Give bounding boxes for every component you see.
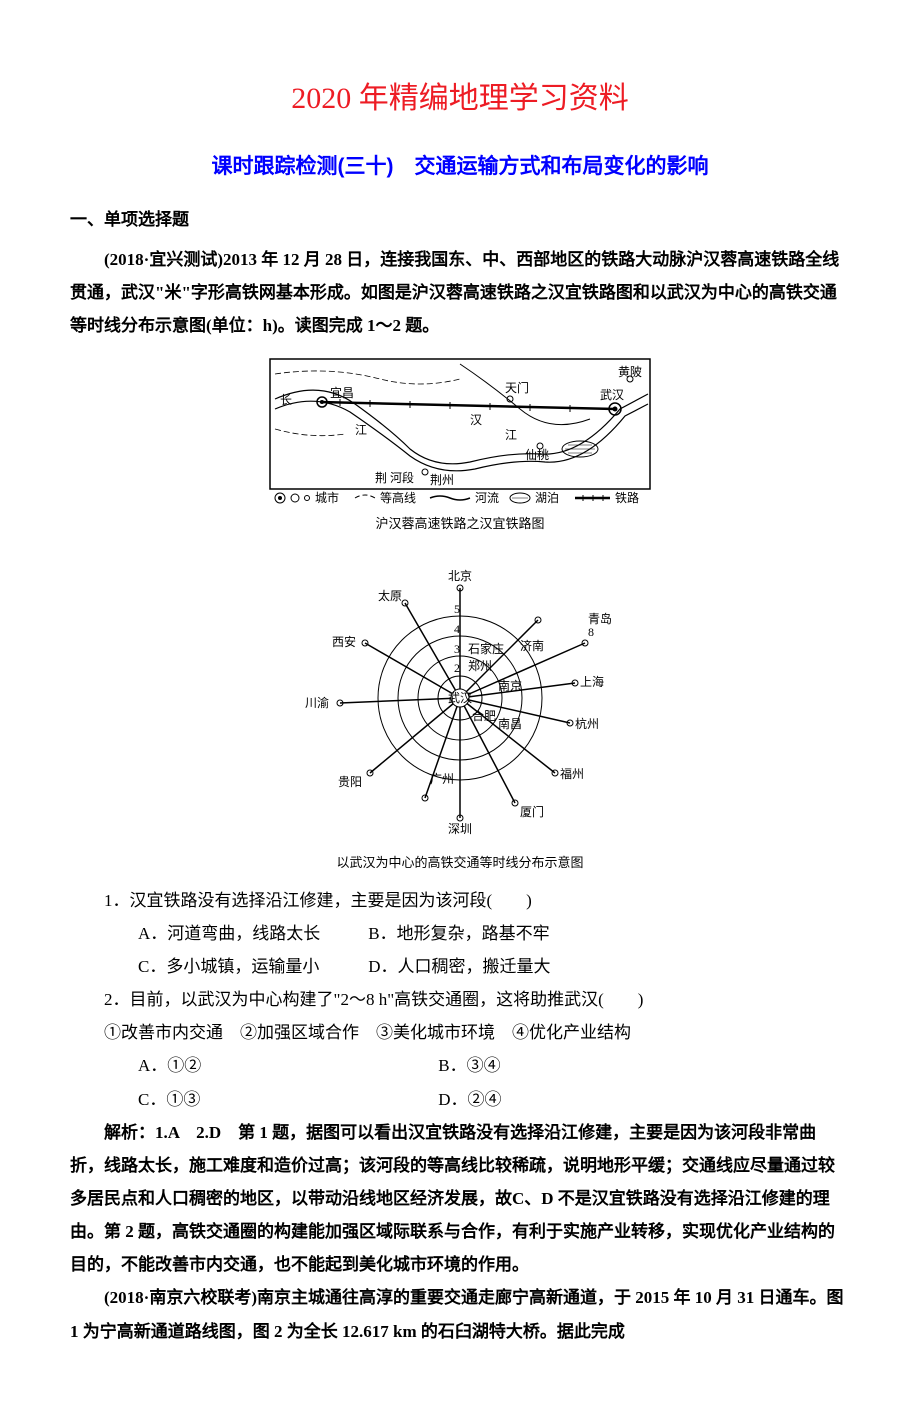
svg-text:3: 3 <box>454 642 460 656</box>
q1-row-ab: A．河道弯曲，线路太长 B．地形复杂，路基不牢 <box>70 917 850 950</box>
q2-row-cd: C．①③ D．②④ <box>70 1083 850 1116</box>
radial-caption: 以武汉为中心的高铁交通等时线分布示意图 <box>70 850 850 875</box>
center-wuhan: 武汉 <box>448 691 472 705</box>
svg-text:西安: 西安 <box>332 634 356 649</box>
ring-5: 5 <box>454 602 460 616</box>
legend-city: 城市 <box>315 490 339 505</box>
q2-opt-a: A．①② <box>104 1049 434 1082</box>
svg-text:4: 4 <box>454 622 460 636</box>
q1-stem: 1．汉宜铁路没有选择沿江修建，主要是因为该河段( ) <box>70 884 850 917</box>
svg-text:广州: 广州 <box>430 772 454 786</box>
explanation-1: 解析：1.A 2.D 第 1 题，据图可以看出汉宜铁路没有选择沿江修建，主要是因… <box>70 1116 850 1282</box>
main-title: 2020 年精编地理学习资料 <box>70 70 850 129</box>
svg-text:2: 2 <box>454 661 460 675</box>
q1-opt-d: D．人口稠密，搬迁量大 <box>368 957 550 976</box>
svg-text:青岛: 青岛 <box>588 611 612 626</box>
svg-text:贵阳: 贵阳 <box>338 775 362 789</box>
label-jingzhou: 荆州 <box>430 473 454 487</box>
legend-lake: 湖泊 <box>535 490 559 505</box>
q2-opt-c: C．①③ <box>104 1083 434 1116</box>
label-jiang2: 江 <box>505 428 517 442</box>
svg-text:南京: 南京 <box>498 678 522 693</box>
figure-map: 长 宜昌 江 荆 河段 荆州 汉 江 天门 仙桃 武汉 黄陂 城市 等高线 河流… <box>70 354 850 536</box>
label-yichang: 宜昌 <box>330 385 354 400</box>
hanyi-railway-map: 长 宜昌 江 荆 河段 荆州 汉 江 天门 仙桃 武汉 黄陂 城市 等高线 河流… <box>260 354 660 509</box>
intro-paragraph-2: (2018·南京六校联考)南京主城通往高淳的重要交通走廊宁高新通道，于 2015… <box>70 1281 850 1347</box>
svg-text:福州: 福州 <box>560 766 584 781</box>
q1-opt-b: B．地形复杂，路基不牢 <box>368 924 549 943</box>
map-caption: 沪汉蓉高速铁路之汉宜铁路图 <box>70 511 850 536</box>
legend-rail: 铁路 <box>615 490 639 505</box>
label-han: 汉 <box>470 413 482 427</box>
q2-row-ab: A．①② B．③④ <box>70 1049 850 1082</box>
svg-text:太原: 太原 <box>378 588 402 603</box>
label-chang: 长 <box>280 393 292 407</box>
q2-opt-d: D．②④ <box>438 1090 501 1109</box>
svg-text:南昌: 南昌 <box>498 716 522 731</box>
intro-paragraph-1: (2018·宜兴测试)2013 年 12 月 28 日，连接我国东、中、西部地区… <box>70 243 850 342</box>
sub-title: 课时跟踪检测(三十) 交通运输方式和布局变化的影响 <box>70 147 850 188</box>
legend-contour: 等高线 <box>380 490 416 505</box>
radial-isochrone-diagram: 武汉 5 4 3 2 8 北京 太原 西安 川渝 贵阳 广州 深圳 厦门 福州 … <box>280 548 640 848</box>
q2-stem: 2．目前，以武汉为中心构建了"2～8 h"高铁交通圈，这将助推武汉( ) <box>70 983 850 1016</box>
svg-text:合肥: 合肥 <box>472 708 496 723</box>
label-huangpi: 黄陂 <box>618 364 642 379</box>
svg-text:石家庄: 石家庄 <box>468 641 504 656</box>
q2-opt-b: B．③④ <box>438 1056 500 1075</box>
svg-text:川渝: 川渝 <box>305 695 329 710</box>
svg-text:深圳: 深圳 <box>448 822 472 836</box>
svg-text:上海: 上海 <box>580 674 604 689</box>
svg-text:厦门: 厦门 <box>520 804 544 819</box>
q2-items: ①改善市内交通 ②加强区域合作 ③美化城市环境 ④优化产业结构 <box>70 1016 850 1049</box>
q1-row-cd: C．多小城镇，运输量小 D．人口稠密，搬迁量大 <box>70 950 850 983</box>
label-xiantao: 仙桃 <box>525 447 549 462</box>
label-jinghe: 荆 河段 <box>375 470 414 485</box>
svg-text:济南: 济南 <box>520 638 544 653</box>
label-tianmen: 天门 <box>505 380 529 395</box>
svg-text:郑州: 郑州 <box>468 658 492 673</box>
q1-opt-a: A．河道弯曲，线路太长 <box>104 917 364 950</box>
svg-text:北京: 北京 <box>448 569 472 583</box>
legend-river: 河流 <box>475 491 499 505</box>
label-jiang1: 江 <box>355 423 367 437</box>
ring-8: 8 <box>588 625 594 639</box>
figure-radial: 武汉 5 4 3 2 8 北京 太原 西安 川渝 贵阳 广州 深圳 厦门 福州 … <box>70 548 850 875</box>
section-heading: 一、单项选择题 <box>70 203 850 236</box>
q1-opt-c: C．多小城镇，运输量小 <box>104 950 364 983</box>
svg-text:杭州: 杭州 <box>575 716 599 731</box>
label-wuhan: 武汉 <box>600 388 624 402</box>
